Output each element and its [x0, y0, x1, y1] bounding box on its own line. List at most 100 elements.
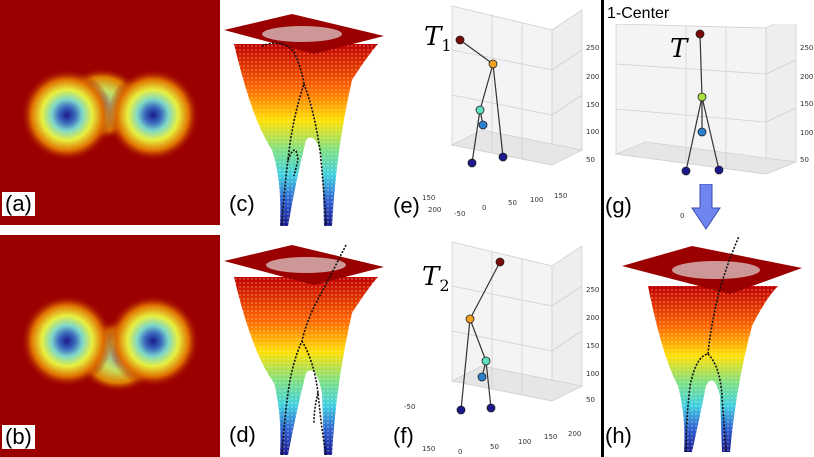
- tree-e-node-leaf-left: [467, 158, 477, 168]
- panel-e-tree: 250 200 150 100 50 -50 0 50 100 150 200 …: [392, 0, 600, 228]
- tick: 0: [482, 204, 486, 212]
- panel-e-label: (e): [392, 194, 423, 218]
- surface-d-path: [281, 244, 347, 456]
- tree-g-node-leaf-mid: [697, 127, 707, 137]
- tick: 150: [544, 433, 557, 441]
- heatmap-a-svg: [0, 0, 220, 225]
- panel-f-label: (f): [392, 424, 417, 448]
- surface-c-svg: [224, 14, 384, 227]
- panel-d-surface: (d): [222, 233, 390, 457]
- tree-g-title: T: [670, 34, 687, 67]
- tree-g-ticks-right: 250 200 150 100 50: [800, 44, 813, 164]
- tree-e-ticks-bottom: -50 0 50 100 150: [454, 192, 567, 218]
- heatmap-a-well-left: [21, 69, 113, 161]
- tick: 150: [586, 101, 599, 109]
- tick: 150: [422, 445, 435, 453]
- tree-e-node-root: [455, 35, 465, 45]
- tick: 200: [586, 73, 599, 81]
- surface-d-rim: [266, 257, 346, 273]
- panel-a-heatmap: (a): [0, 0, 220, 225]
- tree-f-ticks-left: -50 150: [404, 403, 435, 453]
- panel-c-surface: (c): [222, 0, 390, 228]
- tree-g-node-leaf-right: [714, 165, 724, 175]
- tree-f-title: T2: [422, 262, 450, 295]
- tick: 150: [554, 192, 567, 200]
- heatmap-b-svg: [0, 235, 220, 457]
- tree-f-node-saddle: [465, 314, 475, 324]
- tick: 100: [586, 128, 599, 136]
- tick: 50: [586, 396, 595, 404]
- tick: 250: [586, 44, 599, 52]
- tick: 100: [530, 196, 543, 204]
- tree-e-ticks-right: 250 200 150 100 50: [586, 44, 599, 164]
- surface-h-texture: [648, 286, 778, 452]
- panel-g-tree: 250 200 150 100 50 150 0 T (g): [606, 24, 814, 228]
- surface-c-path: [261, 42, 327, 227]
- panel-b-label: (b): [2, 425, 35, 449]
- surface-c-texture: [234, 44, 378, 226]
- tree-g-edges: [685, 33, 720, 172]
- surface-c-rim: [262, 26, 342, 42]
- tree-e-edges: [459, 39, 504, 164]
- tick: 50: [800, 156, 809, 164]
- tick: -50: [454, 210, 465, 218]
- center-title: 1-Center: [607, 5, 670, 22]
- tick: 50: [490, 443, 499, 451]
- tick: 100: [518, 438, 531, 446]
- tree-g-title-letter: T: [670, 34, 688, 64]
- tree-e-title: T1: [424, 22, 452, 55]
- tick: 200: [568, 430, 581, 438]
- surface-h-rim: [672, 261, 760, 279]
- tick: -50: [404, 403, 415, 411]
- tick: 0: [458, 448, 462, 456]
- surface-d-texture: [234, 277, 378, 455]
- tick: 100: [800, 129, 813, 137]
- tree-f-ticks-bottom: 0 50 100 150 200: [458, 430, 581, 456]
- tree-g-node-root: [695, 29, 705, 39]
- tree-f-node-leaf-right: [486, 403, 496, 413]
- panel-h-surface: (h): [606, 236, 814, 457]
- tick: 150: [800, 100, 813, 108]
- tree-e-node-leaf-right: [498, 152, 508, 162]
- down-arrow-icon: [691, 184, 721, 230]
- tick: 50: [508, 199, 517, 207]
- tick: 200: [800, 73, 813, 81]
- panel-g-label: (g): [606, 194, 635, 218]
- tick: 0: [680, 212, 684, 220]
- panel-d-label: (d): [226, 423, 259, 447]
- tree-e-grid: [450, 5, 584, 166]
- surface-h-svg: [622, 236, 802, 453]
- tick: 100: [586, 370, 599, 378]
- surface-d-svg: [224, 244, 384, 456]
- vertical-divider: [601, 0, 604, 457]
- heatmap-b-well-left: [21, 295, 113, 387]
- heatmap-b-well-right: [107, 295, 199, 387]
- tree-g-grid: [614, 24, 798, 175]
- tree-e-title-letter: T: [424, 22, 442, 52]
- tree-f-svg: 250 200 150 100 50 0 50 100 150 200 -50 …: [404, 241, 599, 456]
- panel-h-label: (h): [606, 424, 635, 448]
- tree-f-node-leaf-left: [456, 405, 466, 415]
- tree-f-ticks-right: 250 200 150 100 50: [586, 286, 599, 404]
- tick: 250: [586, 286, 599, 294]
- tree-f-node-leaf-mid: [477, 372, 487, 382]
- tree-g-node-saddle: [697, 92, 707, 102]
- panel-c-label: (c): [226, 192, 258, 216]
- tree-f-edges: [460, 261, 501, 411]
- panel-f-tree: 250 200 150 100 50 0 50 100 150 200 -50 …: [392, 236, 600, 457]
- tick: 200: [586, 314, 599, 322]
- tree-f-title-subscript: 2: [439, 276, 450, 296]
- tree-e-node-inner: [475, 105, 485, 115]
- tree-e-node-leaf-mid: [478, 120, 488, 130]
- tree-f-node-root: [495, 257, 505, 267]
- tree-e-title-subscript: 1: [441, 36, 452, 56]
- tick: 150: [422, 194, 435, 202]
- tree-f-node-inner: [481, 356, 491, 366]
- tree-f-title-letter: T: [422, 262, 440, 292]
- panel-b-heatmap: (b): [0, 235, 220, 457]
- panel-a-label: (a): [2, 192, 35, 216]
- surface-h-path: [685, 236, 741, 453]
- tree-e-ticks-left: 200 150: [422, 194, 441, 214]
- tree-g-svg: 250 200 150 100 50 150 0: [612, 24, 813, 220]
- tick: 200: [428, 206, 441, 214]
